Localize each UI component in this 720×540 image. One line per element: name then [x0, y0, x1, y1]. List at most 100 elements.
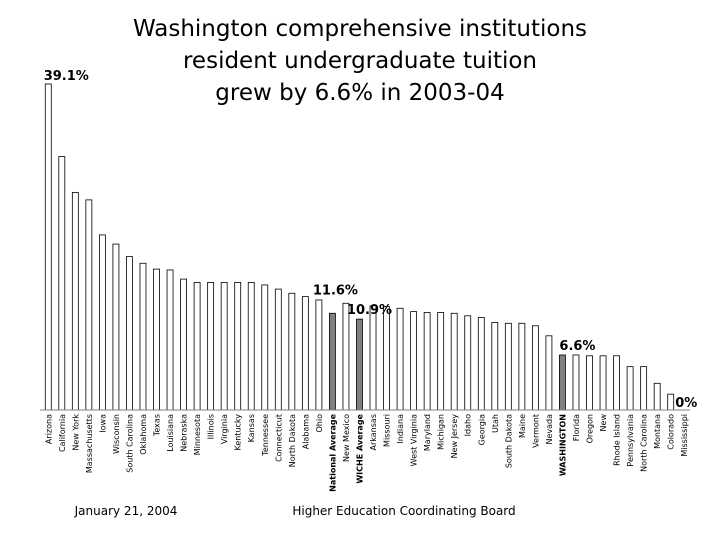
category-label-california: California	[58, 414, 67, 452]
bar-vermont	[531, 325, 539, 411]
category-label-illinois: Illinois	[207, 414, 216, 439]
category-label-maryland: Maryland	[423, 414, 432, 451]
bar-iowa	[98, 234, 106, 411]
category-label-indiana: Indiana	[396, 414, 405, 444]
bar-new-jersey	[450, 312, 458, 411]
category-label-alabama: Alabama	[301, 414, 310, 449]
category-label-idaho: Idaho	[464, 414, 473, 436]
bar-new-mexico	[342, 302, 350, 411]
bar-nebraska	[180, 278, 187, 411]
bar-wisconsin	[112, 243, 120, 411]
category-label-washington: WASHINGTON	[558, 414, 567, 476]
chart-title-line-3: grew by 6.6% in 2003-04	[215, 80, 504, 106]
bar-virginia	[220, 282, 228, 411]
bar-wiche-average	[356, 318, 363, 411]
bar-utah	[491, 322, 499, 411]
bar-illinois	[207, 282, 215, 411]
category-label-pennsylvania: Pennsylvania	[626, 414, 635, 467]
bar-idaho	[464, 315, 472, 411]
category-label-maine: Maine	[518, 414, 527, 438]
category-label-arkansas: Arkansas	[369, 414, 378, 450]
bar-missouri	[383, 306, 390, 411]
category-label-new-jersey: New Jersey	[450, 414, 459, 459]
category-label-minnesota: Minnesota	[193, 414, 202, 455]
category-label-wisconsin: Wisconsin	[112, 414, 121, 454]
category-label-kansas: Kansas	[247, 414, 256, 442]
category-label-arizona: Arizona	[44, 414, 53, 444]
chart-title: Washington comprehensive institutions re…	[133, 16, 587, 106]
bar-south-carolina	[126, 256, 133, 411]
category-label-massachusetts: Massachusetts	[85, 414, 94, 473]
category-label-michigan: Michigan	[437, 414, 446, 450]
bar-arkansas	[369, 305, 377, 411]
category-label-oklahoma: Oklahoma	[139, 414, 148, 455]
bar-nevada	[545, 335, 553, 411]
category-label-virginia: Virginia	[220, 414, 229, 444]
category-label-new-mexico: New Mexico	[342, 414, 351, 462]
category-label-new: New	[599, 414, 608, 432]
bar-oklahoma	[139, 262, 147, 411]
bar-maryland	[423, 312, 431, 411]
category-label-vermont: Vermont	[531, 414, 540, 448]
bar-kentucky	[234, 282, 242, 411]
bar-florida	[572, 354, 580, 411]
category-label-ohio: Ohio	[315, 414, 324, 433]
category-label-missouri: Missouri	[383, 414, 392, 447]
category-label-iowa: Iowa	[98, 414, 107, 433]
category-label-kentucky: Kentucky	[234, 414, 243, 451]
bar-maine	[518, 322, 526, 411]
bar-louisiana	[166, 269, 174, 411]
category-label-connecticut: Connecticut	[274, 414, 283, 462]
bar-california	[58, 156, 66, 411]
category-label-south-carolina: South Carolina	[125, 414, 134, 473]
category-label-georgia: Georgia	[477, 414, 486, 445]
category-label-west-virginia: West Virginia	[410, 414, 419, 466]
category-label-north-carolina: North Carolina	[640, 414, 649, 472]
bar-pennsylvania	[626, 366, 634, 411]
category-label-new-york: New York	[71, 414, 80, 451]
bar-georgia	[477, 317, 485, 411]
bar-michigan	[437, 312, 445, 411]
data-label-washington: 6.6%	[559, 339, 595, 354]
data-label-national-average: 11.6%	[313, 283, 358, 298]
category-label-colorado: Colorado	[667, 414, 676, 450]
bar-national-average	[329, 312, 336, 411]
bar-washington	[559, 354, 566, 411]
category-label-nebraska: Nebraska	[180, 414, 189, 452]
footer-source: Higher Education Coordinating Board	[292, 504, 515, 518]
bar-north-carolina	[640, 366, 648, 411]
chart-title-line-2: resident undergraduate tuition	[183, 48, 537, 74]
category-label-mississippi: Mississippi	[680, 414, 689, 457]
data-label-arizona: 39.1%	[44, 69, 89, 84]
bar-series	[44, 83, 675, 411]
data-label-wiche-average: 10.9%	[347, 303, 392, 318]
category-label-tennessee: Tennessee	[261, 414, 270, 457]
category-label-montana: Montana	[653, 414, 662, 449]
bar-massachusetts	[85, 199, 93, 411]
category-label-oregon: Oregon	[586, 414, 595, 443]
category-label-south-dakota: South Dakota	[504, 414, 513, 468]
bar-ohio	[315, 299, 323, 411]
category-label-louisiana: Louisiana	[166, 414, 175, 452]
bar-montana	[653, 382, 661, 411]
category-label-wiche-average: WICHE Average	[355, 413, 364, 483]
category-label-national-average: National Average	[328, 413, 337, 491]
bar-indiana	[396, 307, 404, 411]
bar-south-dakota	[504, 322, 512, 411]
category-label-nevada: Nevada	[545, 414, 554, 445]
bar-tennessee	[261, 284, 269, 411]
bar-north-dakota	[288, 292, 296, 411]
bar-oregon	[586, 355, 593, 411]
footer-date: January 21, 2004	[74, 504, 178, 518]
category-label-north-dakota: North Dakota	[288, 414, 297, 467]
data-labels: 39.1% 11.6% 10.9% 6.6% 0%	[44, 69, 698, 411]
bar-texas	[153, 268, 160, 411]
category-label-utah: Utah	[491, 414, 500, 433]
bar-minnesota	[193, 282, 201, 411]
bar-alabama	[301, 296, 309, 411]
bar-arizona	[44, 83, 52, 411]
bar-connecticut	[274, 288, 282, 411]
bar-rhode-island	[613, 355, 620, 411]
bar-kansas	[247, 282, 255, 411]
